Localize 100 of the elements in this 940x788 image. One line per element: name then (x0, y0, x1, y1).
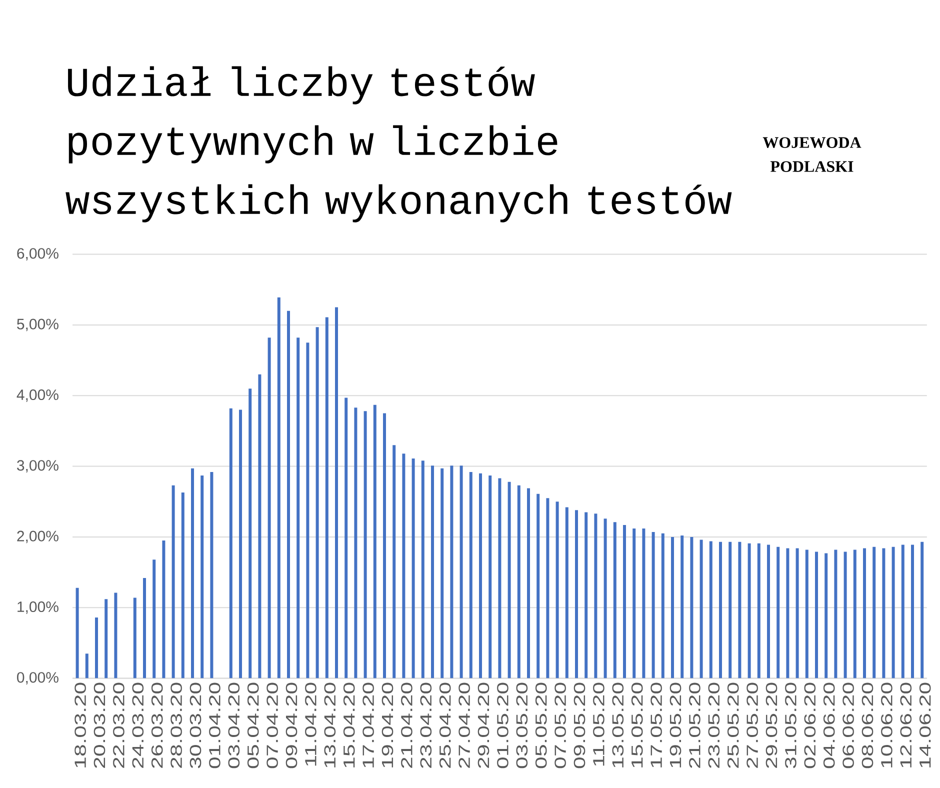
x-tick-label: 06.06.20 (842, 682, 854, 768)
bar (508, 482, 511, 678)
bar (440, 468, 444, 678)
bar (287, 310, 290, 678)
x-tick-label: 23.04.20 (420, 682, 432, 768)
x-tick-label: 05.05.20 (535, 682, 547, 768)
x-tick-label: 29.04.20 (478, 682, 490, 768)
bar (652, 532, 655, 678)
bar (162, 540, 166, 678)
bar (143, 578, 146, 678)
bar (210, 472, 214, 678)
x-tick-label: 11.05.20 (593, 682, 604, 766)
bar (133, 598, 136, 678)
x-tick-label: 25.05.20 (727, 682, 739, 768)
bar (383, 413, 386, 678)
bar (815, 552, 818, 678)
x-tick-label: 27.05.20 (746, 682, 758, 768)
bar (901, 544, 904, 678)
x-tick-label: 09.04.20 (286, 682, 298, 768)
bar (325, 317, 328, 678)
bar (76, 588, 79, 678)
bar (767, 544, 770, 678)
bar (565, 507, 568, 678)
bar (450, 466, 454, 678)
bar (239, 410, 242, 678)
chart-title: Udział liczby testów pozytywnych w liczbie wszystkich wykonanych testów (66, 66, 732, 222)
y-tick-label: 3,00% (17, 460, 58, 472)
bar (661, 533, 664, 678)
bar (863, 548, 866, 678)
text: WOJEWODA PODLASKI (762, 137, 862, 172)
x-tick-label: 09.05.20 (574, 682, 586, 768)
bar (104, 599, 108, 678)
y-tick-label: 4,00% (16, 389, 58, 402)
bar (268, 338, 271, 678)
x-tick-label: 23.05.20 (708, 682, 720, 768)
x-tick-label: 12.06.20 (900, 682, 912, 768)
bar (479, 473, 482, 678)
bar (738, 542, 742, 678)
y-tick-label: 6,00% (17, 248, 58, 260)
bar (911, 544, 914, 678)
y-tick-label: 5,00% (17, 318, 58, 332)
bar (728, 542, 732, 678)
x-tick-label: 07.05.20 (554, 682, 566, 768)
x-tick-label: 07.04.20 (266, 682, 278, 768)
bar (584, 512, 588, 678)
bar (757, 543, 760, 678)
x-tick-label: 31.05.20 (785, 682, 796, 768)
bar (354, 408, 358, 678)
bar (114, 592, 118, 678)
bar (296, 338, 300, 678)
x-tick-label: 21.04.20 (401, 682, 412, 768)
bar (172, 485, 175, 678)
x-tick-label: 04.06.20 (823, 682, 835, 768)
x-tick-label: 30.03.20 (190, 682, 202, 768)
x-tick-label: 27.04.20 (458, 682, 470, 768)
x-tick-label: 01.04.20 (209, 682, 220, 768)
x-tick-label: 02.06.20 (804, 682, 816, 768)
bar (882, 548, 886, 678)
bar (920, 542, 924, 678)
bar (152, 560, 156, 678)
x-tick-label: 10.06.20 (881, 682, 892, 768)
bar (824, 553, 828, 678)
bar (680, 536, 684, 678)
bar (460, 466, 463, 678)
bar (498, 478, 502, 678)
bar (642, 528, 646, 678)
x-tick-label: 13.04.20 (324, 682, 336, 768)
bar (623, 524, 626, 678)
bar (431, 466, 434, 678)
bar (229, 408, 232, 678)
bar (613, 522, 616, 678)
bar (191, 468, 194, 678)
x-tick-label: 11.04.20 (305, 682, 316, 766)
bar (853, 550, 856, 678)
x-tick-label: 28.03.20 (170, 682, 182, 768)
bar (392, 445, 396, 678)
bar (844, 552, 847, 678)
bar (709, 541, 712, 678)
x-tick-label: 20.03.20 (94, 682, 106, 768)
x-tick-label: 03.04.20 (228, 682, 240, 768)
bar (776, 546, 780, 678)
bar (748, 543, 751, 678)
bar (872, 546, 876, 678)
x-tick-label: 24.03.20 (132, 682, 144, 768)
bar (700, 540, 703, 678)
bar (488, 475, 492, 678)
y-tick-label: 2,00% (17, 530, 58, 544)
bar (373, 404, 376, 678)
bar (344, 398, 348, 678)
x-tick-label: 15.05.20 (631, 682, 643, 768)
bar (335, 307, 338, 678)
x-tick-label: 17.04.20 (362, 682, 374, 768)
bar (556, 502, 559, 678)
bar (892, 546, 895, 678)
x-tick-label: 13.05.20 (612, 682, 624, 768)
bar (786, 548, 790, 678)
bar (364, 411, 367, 678)
bar (200, 475, 204, 678)
bar (517, 485, 520, 678)
bar (632, 528, 636, 678)
